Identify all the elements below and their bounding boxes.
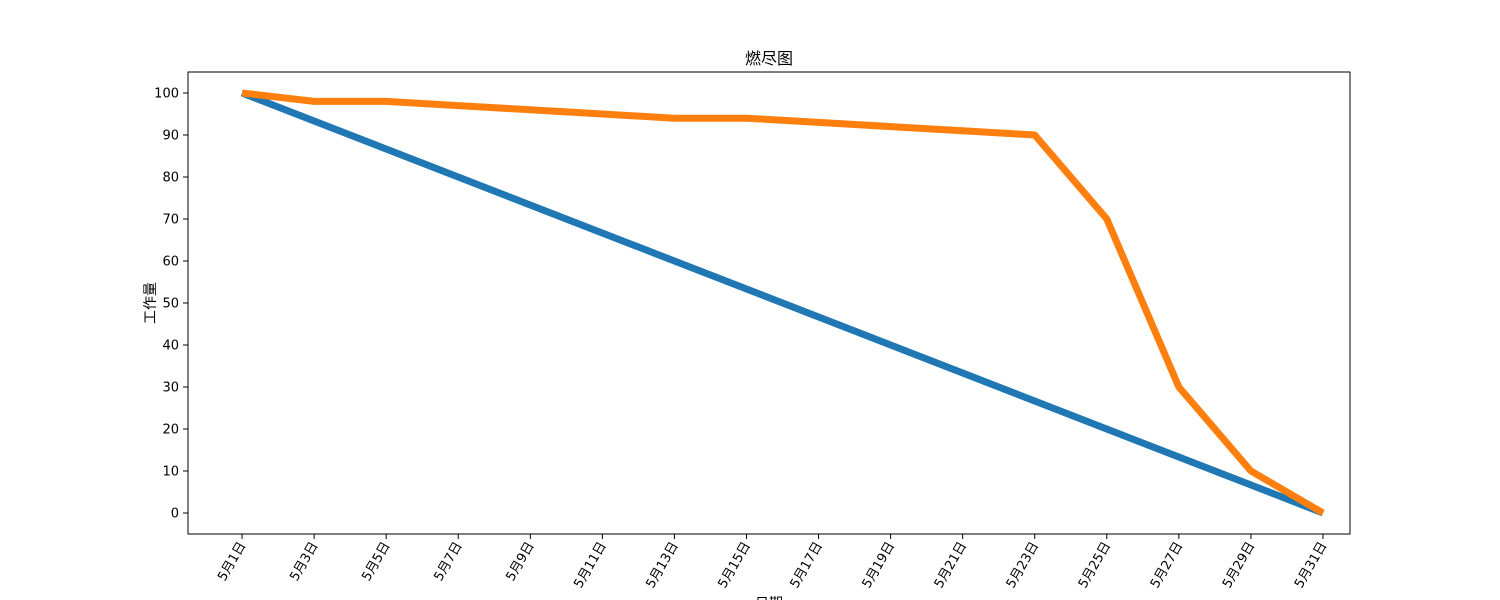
y-axis: 0 10 20 30 40 50 60 70 80 90 100: [154, 87, 188, 522]
x-tick-label: 5月27日: [1148, 540, 1186, 592]
x-tick-label: 5月13日: [643, 540, 681, 592]
y-tick-label: 80: [162, 171, 179, 186]
y-tick-label: 30: [162, 381, 179, 396]
y-tick-label: 10: [162, 465, 179, 480]
x-axis: 5月1日 5月3日 5月5日 5月7日 5月9日 5月11日 5月13日 5月15日 5月17日…: [215, 534, 1330, 591]
y-tick-label: 20: [162, 423, 179, 438]
x-tick-label: 5月15日: [716, 540, 754, 592]
x-tick-label: 5月1日: [215, 540, 249, 584]
x-tick-label: 5月29日: [1220, 540, 1258, 592]
series-line-1: [240, 89, 1325, 517]
chart-title: 燃尽图: [745, 49, 793, 68]
y-tick-label: 50: [162, 297, 179, 312]
x-tick-label: 5月19日: [860, 540, 898, 592]
x-axis-label: 日期: [755, 596, 783, 600]
y-tick-label: 0: [171, 507, 179, 522]
y-tick-label: 40: [162, 339, 179, 354]
x-tick-label: 5月9日: [503, 540, 537, 584]
y-tick-label: 90: [162, 129, 179, 144]
y-tick-label: 70: [162, 213, 179, 228]
series-line-2: [241, 89, 1325, 517]
x-tick-label: 5月5日: [359, 540, 393, 584]
y-tick-label: 100: [154, 87, 179, 102]
x-tick-label: 5月11日: [571, 540, 609, 592]
x-tick-label: 5月7日: [431, 540, 465, 584]
x-tick-label: 5月31日: [1292, 540, 1330, 592]
x-tick-label: 5月3日: [287, 540, 321, 584]
x-tick-label: 5月25日: [1076, 540, 1114, 592]
y-tick-label: 60: [162, 255, 179, 270]
x-tick-label: 5月21日: [932, 540, 970, 592]
x-tick-label: 5月17日: [788, 540, 826, 592]
x-tick-label: 5月23日: [1004, 540, 1042, 592]
plot-area: [240, 89, 1325, 517]
y-axis-label: 工作量: [143, 282, 159, 324]
